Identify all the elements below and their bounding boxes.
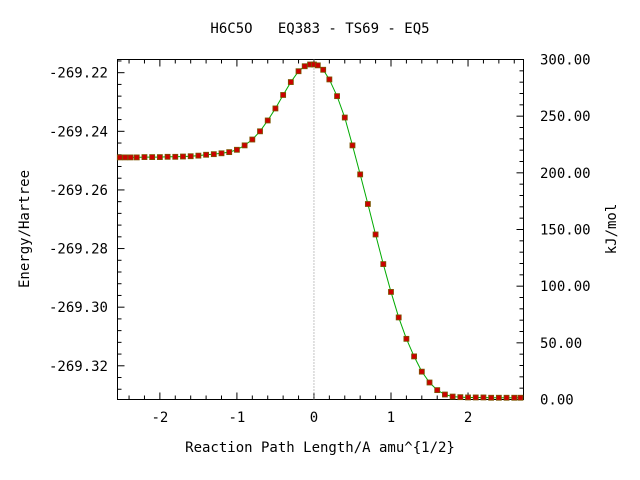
data-point bbox=[180, 153, 186, 160]
y2-axis-label: kJ/mol bbox=[604, 204, 620, 255]
x-tick-label: 2 bbox=[464, 410, 472, 426]
data-point bbox=[287, 79, 294, 85]
axis-ticks bbox=[117, 59, 524, 400]
data-point bbox=[172, 153, 179, 160]
data-point bbox=[357, 171, 364, 178]
data-point bbox=[341, 114, 348, 121]
data-point bbox=[133, 154, 140, 161]
y-tick-label: -269.30 bbox=[49, 300, 108, 316]
data-point bbox=[320, 66, 327, 73]
data-point bbox=[280, 92, 287, 98]
data-point bbox=[234, 146, 240, 153]
data-point bbox=[364, 201, 371, 207]
y2-tick-labels: 300.00 250.00 200.00 150.00 100.00 50.00 0.00 bbox=[540, 53, 591, 409]
y2-tick-label: 200.00 bbox=[540, 166, 591, 182]
x-tick-label: 1 bbox=[387, 410, 395, 426]
data-point bbox=[164, 153, 171, 160]
data-point bbox=[517, 394, 524, 401]
x-tick-labels: -2 -1 0 1 2 bbox=[151, 410, 472, 426]
data-point bbox=[349, 142, 356, 149]
data-point bbox=[472, 394, 479, 401]
data-point bbox=[295, 68, 302, 75]
y2-tick-label: 50.00 bbox=[540, 336, 582, 352]
data-point bbox=[116, 154, 123, 161]
y2-tick-label: 250.00 bbox=[540, 109, 591, 125]
x-tick-label: -2 bbox=[151, 410, 168, 426]
y-tick-label: -269.32 bbox=[49, 359, 108, 375]
data-point bbox=[195, 152, 202, 159]
data-point bbox=[442, 391, 448, 398]
data-point bbox=[426, 379, 433, 386]
data-point bbox=[488, 394, 495, 401]
y-tick-label: -269.28 bbox=[49, 242, 108, 258]
data-point bbox=[457, 394, 464, 401]
y-tick-label: -269.26 bbox=[49, 183, 108, 199]
data-point bbox=[218, 150, 225, 157]
data-point bbox=[503, 394, 510, 401]
data-point bbox=[388, 289, 394, 295]
y2-tick-label: 100.00 bbox=[540, 279, 591, 295]
x-axis-label: Reaction Path Length/A amu^{1/2} bbox=[185, 440, 455, 456]
data-point bbox=[156, 154, 163, 161]
data-point bbox=[372, 231, 379, 238]
data-point bbox=[203, 151, 210, 158]
data-point bbox=[141, 154, 148, 161]
data-point bbox=[449, 393, 456, 400]
data-point bbox=[241, 142, 248, 149]
y-axis-label: Energy/Hartree bbox=[17, 170, 33, 288]
data-point bbox=[465, 394, 471, 401]
data-point bbox=[434, 387, 441, 394]
data-point bbox=[380, 261, 387, 267]
plot-frame bbox=[117, 59, 524, 400]
data-point bbox=[418, 368, 425, 375]
data-point bbox=[264, 117, 271, 124]
y2-tick-label: 300.00 bbox=[540, 53, 591, 69]
y2-tick-label: 150.00 bbox=[540, 223, 591, 239]
data-point bbox=[257, 128, 263, 135]
data-point bbox=[149, 154, 156, 161]
data-point bbox=[480, 394, 487, 401]
data-point bbox=[301, 63, 308, 70]
x-tick-label: 0 bbox=[310, 410, 318, 426]
data-point bbox=[226, 149, 233, 156]
x-tick-label: -1 bbox=[228, 410, 245, 426]
y2-tick-label: 0.00 bbox=[540, 393, 574, 409]
data-point bbox=[249, 136, 256, 143]
energy-curve bbox=[119, 63, 521, 399]
data-point bbox=[314, 62, 321, 69]
y-tick-label: -269.22 bbox=[49, 66, 108, 82]
data-point bbox=[334, 93, 340, 100]
chart-title: H6C5O EQ383 - TS69 - EQ5 bbox=[210, 21, 429, 37]
y-tick-label: -269.24 bbox=[49, 124, 108, 140]
data-point bbox=[122, 154, 129, 161]
data-point bbox=[411, 353, 418, 360]
data-point bbox=[326, 76, 333, 83]
data-point bbox=[495, 394, 502, 401]
data-points bbox=[116, 61, 524, 401]
data-point bbox=[403, 335, 410, 342]
data-point bbox=[187, 153, 194, 160]
y-tick-labels: -269.22 -269.24 -269.26 -269.28 -269.30 -269.… bbox=[49, 66, 108, 375]
data-point bbox=[511, 394, 518, 401]
data-point bbox=[272, 105, 279, 112]
data-point bbox=[210, 151, 217, 158]
data-point bbox=[395, 314, 402, 321]
data-point bbox=[127, 154, 134, 161]
